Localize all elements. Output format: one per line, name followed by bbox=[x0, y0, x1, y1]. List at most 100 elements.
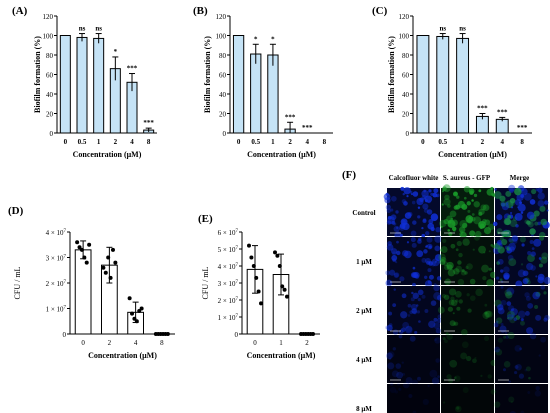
x-tick-label: 1 bbox=[271, 138, 275, 146]
micrograph-wash bbox=[441, 384, 494, 413]
data-point bbox=[247, 243, 251, 248]
micrograph-speckle bbox=[512, 238, 518, 244]
y-tick-label: 80 bbox=[46, 52, 54, 60]
micrograph-speckle bbox=[427, 268, 432, 273]
micrograph-speckle bbox=[435, 358, 440, 363]
micrograph-speckle bbox=[458, 299, 463, 304]
micrograph-speckle bbox=[443, 218, 449, 225]
micrograph-speckle bbox=[388, 311, 393, 316]
micrograph-speckle bbox=[454, 376, 457, 379]
bar bbox=[59, 35, 71, 134]
micrograph-speckle bbox=[505, 291, 513, 299]
micrograph-wash bbox=[387, 237, 440, 285]
micrograph-speckle bbox=[524, 368, 528, 372]
y-tick-label: 1 × 107 bbox=[218, 314, 239, 322]
y-axis-label: CFU / mL bbox=[13, 266, 22, 299]
micrograph-speckle bbox=[455, 290, 462, 298]
micrograph-speckle bbox=[457, 278, 465, 286]
micrograph-speckle bbox=[520, 211, 524, 214]
y-tick-label: 0 bbox=[50, 130, 54, 138]
micrograph-speckle bbox=[496, 261, 501, 265]
micrograph-speckle bbox=[520, 318, 524, 322]
x-tick-label: 0 bbox=[81, 339, 85, 347]
y-axis-label: Biofilm formation (%) bbox=[203, 36, 212, 113]
micrograph-speckle bbox=[458, 226, 466, 233]
micrograph-speckle bbox=[400, 311, 408, 319]
micrograph-speckle bbox=[417, 215, 421, 219]
micrograph-speckle bbox=[435, 226, 441, 233]
micrograph-speckle bbox=[474, 356, 477, 359]
micrograph-speckle bbox=[496, 276, 500, 280]
x-tick-label: 1 bbox=[97, 138, 101, 146]
micrograph-speckle bbox=[515, 280, 523, 288]
data-point bbox=[282, 287, 287, 292]
micrograph-speckle bbox=[399, 276, 405, 282]
micrograph-speckle bbox=[405, 325, 413, 333]
micrograph-speckle bbox=[452, 312, 455, 315]
micrograph-speckle bbox=[456, 195, 460, 199]
row-label: 1 μM bbox=[356, 258, 372, 266]
micrograph-speckle bbox=[496, 320, 499, 323]
micrograph-wash bbox=[441, 335, 494, 383]
micrograph-wash bbox=[441, 286, 494, 334]
micrograph-speckle bbox=[437, 306, 445, 314]
micrograph-speckle bbox=[455, 299, 459, 303]
micrograph-speckle bbox=[426, 236, 433, 243]
micrograph-speckle bbox=[456, 406, 460, 410]
micrograph-speckle bbox=[394, 390, 399, 394]
panel-label: (D) bbox=[8, 205, 24, 217]
micrograph-speckle bbox=[493, 191, 502, 199]
bar bbox=[93, 37, 105, 134]
x-axis-label: Concentration (μM) bbox=[73, 150, 142, 159]
micrograph-speckle bbox=[540, 256, 548, 264]
x-tick-label: 8 bbox=[160, 339, 164, 347]
micrograph-speckle bbox=[526, 211, 535, 220]
micrograph-speckle bbox=[401, 327, 406, 332]
data-point bbox=[82, 255, 87, 260]
micrograph-speckle bbox=[422, 398, 429, 406]
micrograph-speckle bbox=[503, 217, 511, 226]
micrograph-speckle bbox=[430, 300, 437, 306]
data-point bbox=[273, 250, 277, 255]
data-point bbox=[249, 255, 254, 260]
data-point bbox=[113, 260, 118, 265]
micrograph-speckle bbox=[508, 305, 515, 312]
micrograph-speckle bbox=[441, 293, 447, 299]
y-tick-label: 20 bbox=[219, 111, 227, 119]
micrograph-speckle bbox=[538, 263, 543, 268]
micrograph-speckle bbox=[385, 279, 393, 287]
micrograph-speckle bbox=[525, 311, 530, 316]
significance-label: ns bbox=[95, 25, 102, 33]
micrograph-speckle bbox=[395, 363, 402, 369]
micrograph-speckle bbox=[393, 222, 397, 226]
micrograph-speckle bbox=[546, 209, 549, 212]
micrograph-speckle bbox=[455, 265, 463, 273]
micrograph-speckle bbox=[517, 203, 526, 212]
y-tick-label: 120 bbox=[399, 13, 410, 21]
micrograph-speckle bbox=[520, 194, 525, 198]
micrograph-speckle bbox=[416, 197, 424, 206]
micrograph-speckle bbox=[503, 266, 510, 273]
micrograph-speckle bbox=[447, 229, 451, 232]
micrograph-speckle bbox=[503, 274, 510, 280]
micrograph-speckle bbox=[410, 193, 414, 196]
micrograph-speckle bbox=[540, 285, 546, 290]
micrograph-speckle bbox=[404, 212, 412, 219]
micrograph-speckle bbox=[460, 352, 468, 360]
micrograph-speckle bbox=[508, 184, 516, 192]
micrograph-speckle bbox=[403, 201, 408, 206]
micrograph-speckle bbox=[484, 310, 492, 318]
micrograph-wash bbox=[387, 384, 440, 413]
micrograph-speckle bbox=[414, 330, 418, 335]
micrograph-speckle bbox=[526, 327, 534, 335]
micrograph-speckle bbox=[447, 269, 456, 277]
micrograph-speckle bbox=[391, 220, 396, 225]
x-axis-label: Concentration (μM) bbox=[438, 150, 507, 159]
micrograph-speckle bbox=[467, 308, 472, 313]
micrograph-speckle bbox=[508, 238, 513, 243]
micrograph-wash bbox=[495, 286, 548, 334]
micrograph-speckle bbox=[528, 376, 531, 380]
micrograph-speckle bbox=[433, 283, 437, 287]
y-tick-label: 40 bbox=[46, 91, 54, 99]
